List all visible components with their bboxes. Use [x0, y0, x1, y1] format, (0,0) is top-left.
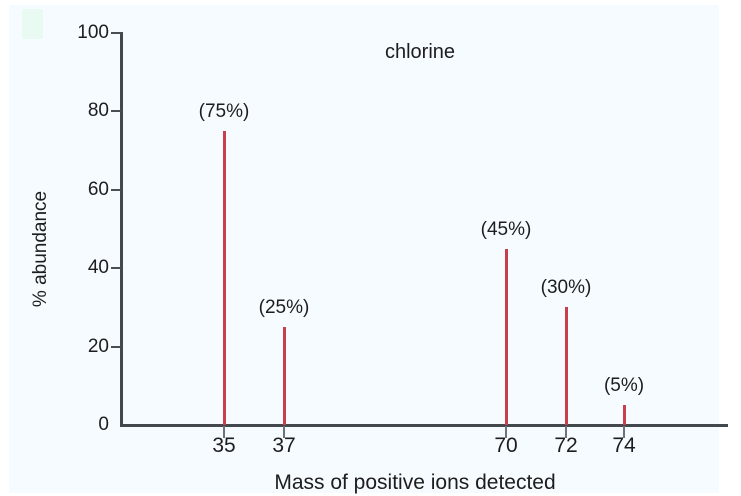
y-tick-label: 80: [87, 100, 109, 122]
peak-abundance-label-74: (5%): [603, 375, 645, 397]
y-tick-label: 0: [98, 414, 109, 435]
y-tick-label: 60: [87, 178, 109, 200]
y-axis-title: % abundance: [30, 190, 51, 308]
y-tick: [111, 32, 121, 34]
x-tick-label-74: 74: [612, 434, 636, 457]
y-tick: [111, 188, 121, 191]
corner-artifact-chip: [22, 9, 43, 39]
peak-spike-37: [282, 327, 286, 425]
x-tick-70: [505, 426, 507, 438]
y-tick: [111, 267, 121, 270]
x-axis-line: [120, 424, 728, 427]
peak-spike-72: [564, 307, 568, 425]
x-tick-label-35: 35: [212, 434, 236, 457]
x-tick-72: [565, 426, 567, 438]
y-tick-label: 100: [77, 22, 109, 43]
peak-spike-74: [622, 405, 626, 425]
peak-abundance-label-37: (25%): [258, 297, 310, 318]
y-axis-line: [120, 32, 123, 426]
x-tick-74: [623, 426, 625, 438]
chart-panel: chlorine 100 80 60 40 20 0 35 (75%) 37 (25%) 70 (4…: [9, 5, 728, 494]
y-tick-label: 20: [87, 335, 109, 357]
x-tick-label-72: 72: [554, 434, 578, 457]
peak-spike-70: [504, 248, 508, 425]
peak-spike-35: [222, 131, 226, 425]
y-tick: [111, 110, 121, 113]
peak-abundance-label-35: (75%): [198, 101, 250, 122]
peak-abundance-label-70: (45%): [480, 218, 532, 240]
x-tick-37: [283, 426, 285, 438]
peak-abundance-label-72: (30%): [540, 277, 592, 299]
y-tick: [111, 345, 121, 348]
y-tick-label: 40: [87, 257, 109, 279]
x-tick-label-37: 37: [272, 434, 296, 457]
x-tick-label-70: 70: [494, 434, 518, 457]
chart-title: chlorine: [384, 41, 456, 63]
x-axis-title: Mass of positive ions detected: [274, 471, 556, 494]
x-tick-35: [223, 426, 225, 438]
